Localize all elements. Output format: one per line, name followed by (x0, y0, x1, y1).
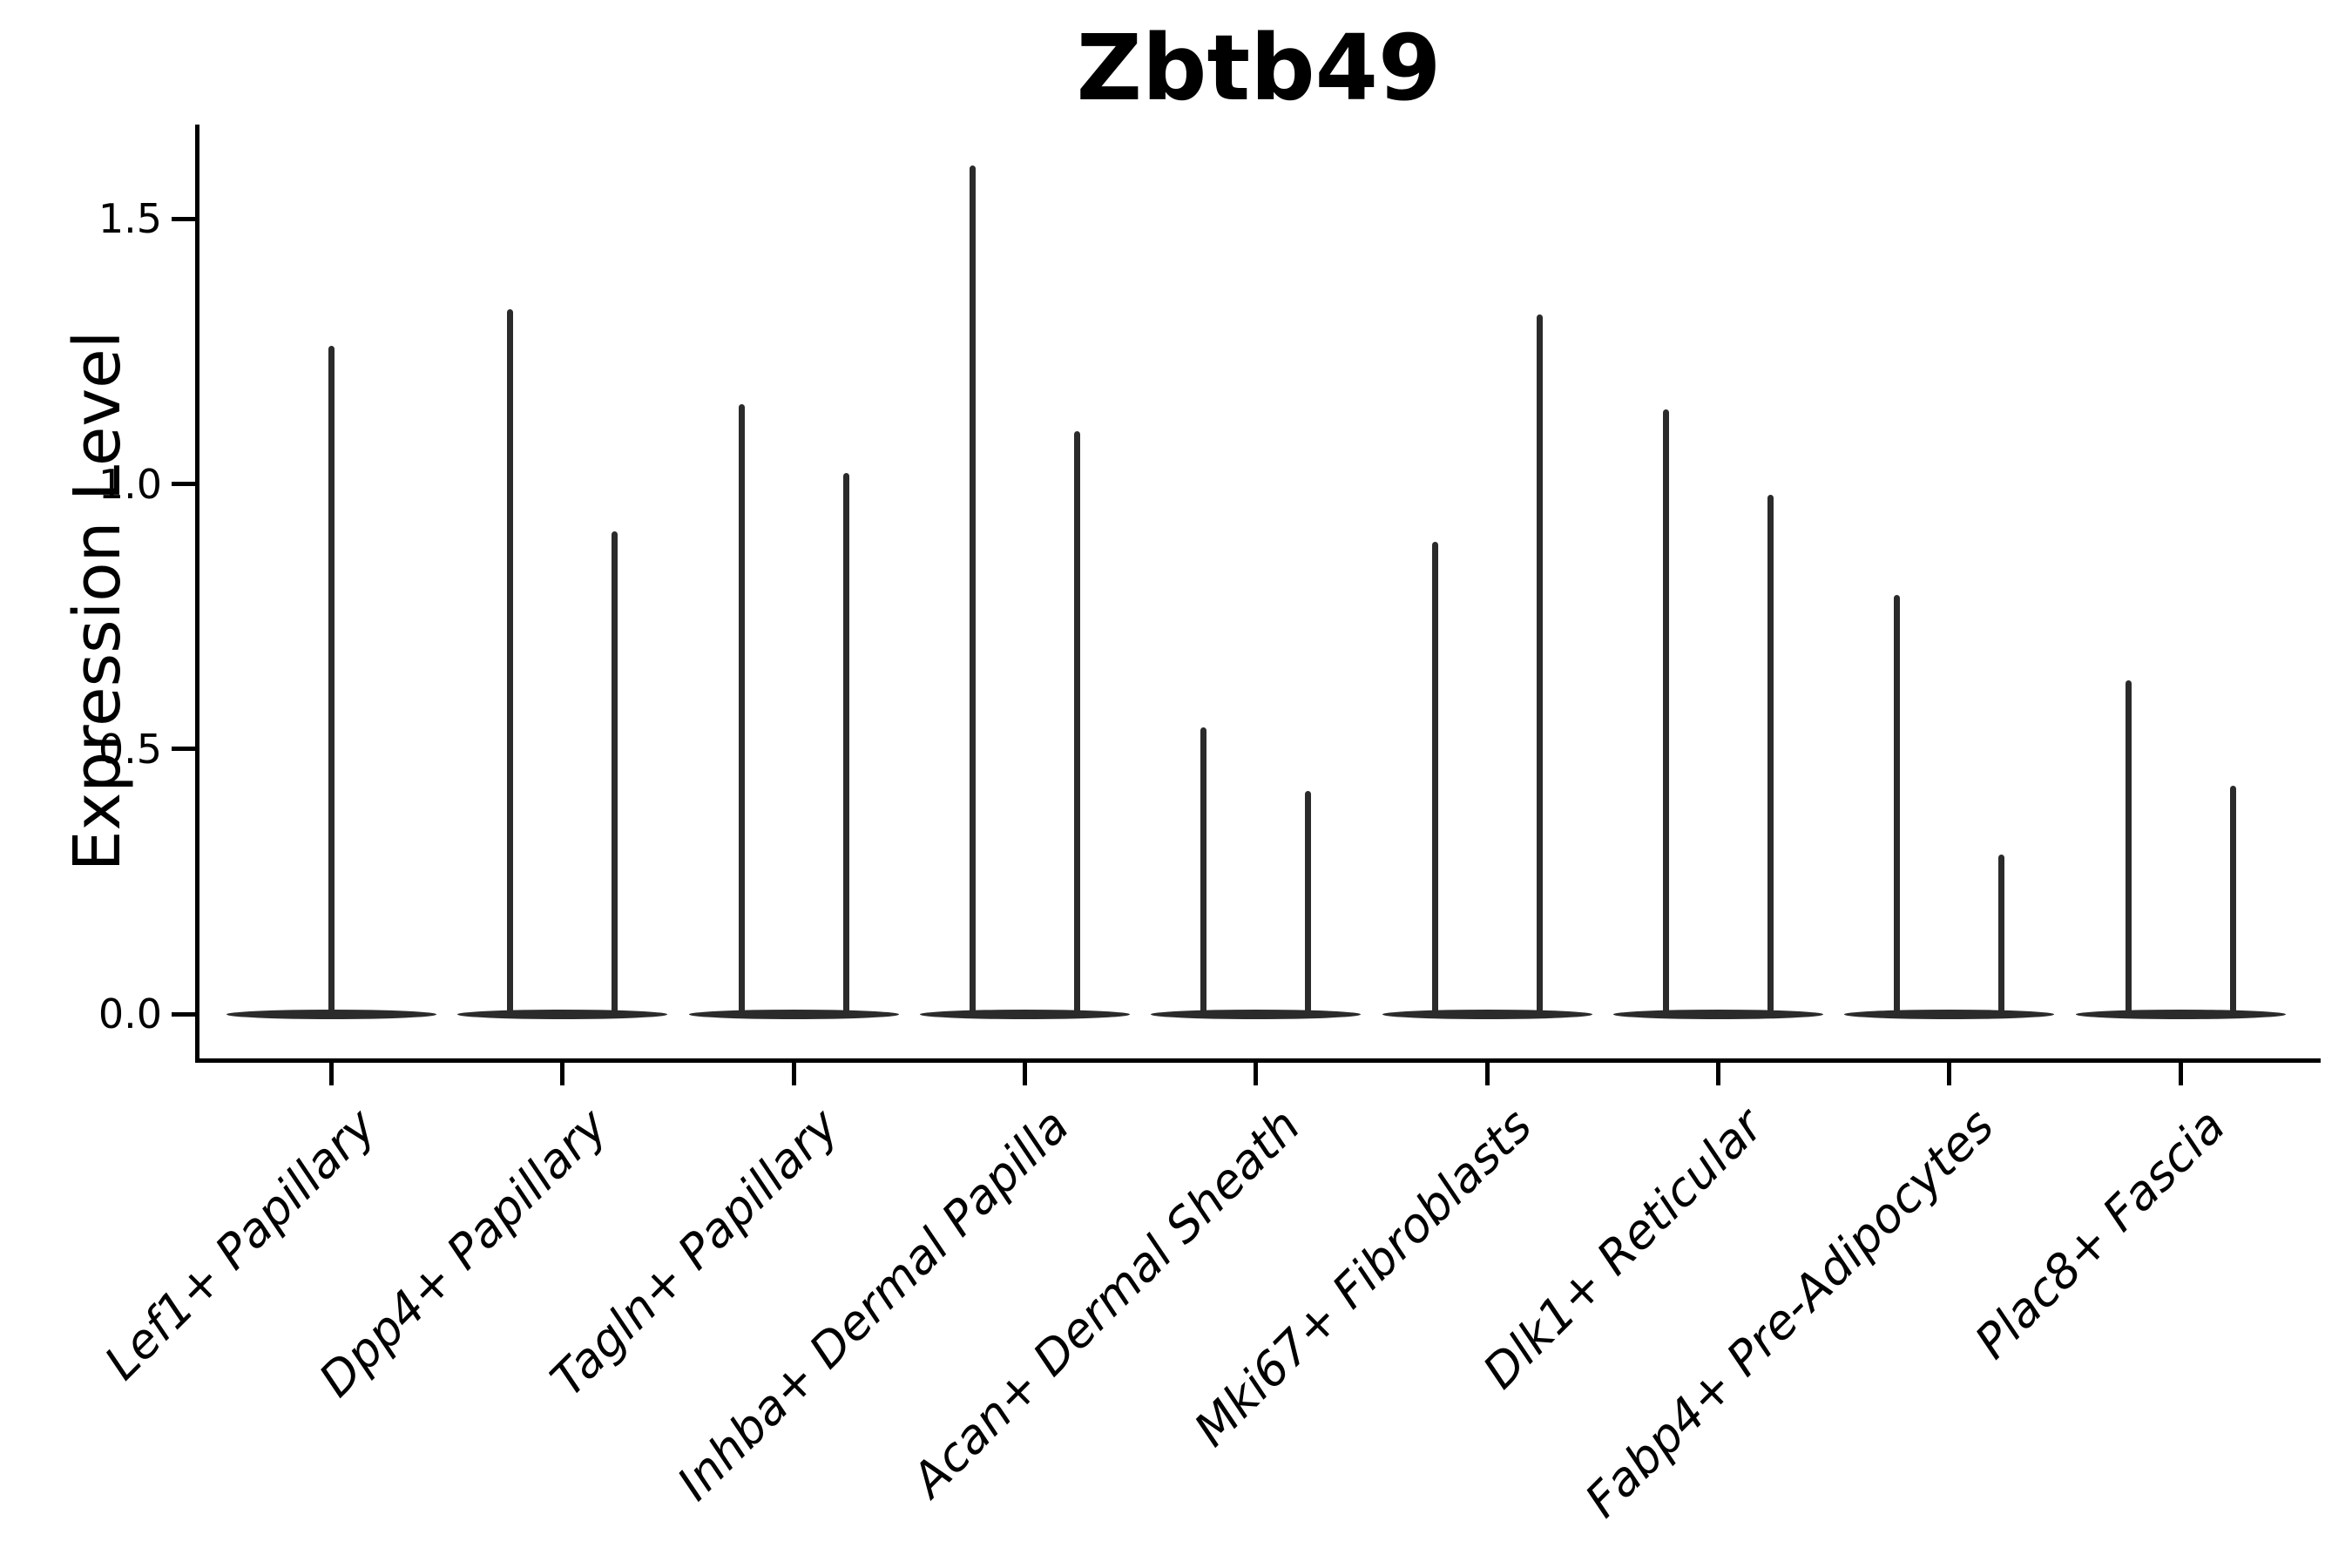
violin-max-spike (1894, 595, 1901, 1017)
x-axis-line (195, 1058, 2321, 1063)
violin-baseline (1382, 1009, 1592, 1019)
y-tick-label: 1.0 (98, 460, 162, 508)
violin-baseline (1613, 1009, 1823, 1019)
y-tick-mark (172, 747, 196, 752)
violin-max-spike (1431, 542, 1438, 1017)
x-tick-mark (791, 1063, 796, 1085)
violin-max-spike (970, 166, 977, 1017)
x-tick-mark (329, 1063, 334, 1085)
violin-max-spike (1767, 494, 1774, 1017)
violin-max-spike (1536, 314, 1543, 1017)
chart-title: Zbtb49 (1076, 15, 1442, 121)
y-tick-label: 1.5 (98, 195, 162, 243)
y-tick-mark (172, 216, 196, 221)
violin-baseline (2075, 1009, 2286, 1019)
x-tick-mark (1022, 1063, 1027, 1085)
violin-baseline (920, 1009, 1130, 1019)
x-tick-label: Acan+ Dermal Sheath (902, 1098, 1311, 1508)
x-tick-label: Fabp4+ Pre-Adipocytes (1574, 1098, 2004, 1528)
violin-max-spike (842, 473, 849, 1017)
violin-max-spike (1998, 855, 2005, 1017)
violin-max-spike (328, 346, 335, 1017)
violin-max-spike (1305, 791, 1312, 1017)
y-tick-mark (172, 482, 196, 486)
y-tick-label: 0.0 (98, 990, 162, 1037)
violin-baseline (688, 1009, 899, 1019)
x-tick-mark (1947, 1063, 1952, 1085)
x-tick-label: Plac8+ Fascia (1964, 1098, 2236, 1369)
violin-max-spike (507, 308, 514, 1017)
x-tick-label: Inhba+ Dermal Papilla (666, 1098, 1080, 1511)
violin-max-spike (612, 531, 618, 1017)
x-tick-mark (2178, 1063, 2183, 1085)
violin-max-spike (1073, 430, 1080, 1017)
violin-max-spike (1663, 409, 1669, 1017)
y-axis-label: Expression Level (60, 330, 135, 872)
violin-max-spike (1200, 727, 1207, 1017)
violin-baseline (1844, 1009, 2055, 1019)
violin-max-spike (2125, 679, 2132, 1017)
y-tick-mark (172, 1011, 196, 1017)
violin-baseline (1151, 1009, 1362, 1019)
x-tick-mark (1254, 1063, 1259, 1085)
violin-max-spike (738, 404, 745, 1017)
y-tick-label: 0.5 (98, 725, 162, 773)
violin-max-spike (2229, 786, 2236, 1017)
violin-baseline (457, 1009, 668, 1019)
y-axis-line (195, 125, 199, 1063)
x-tick-mark (1715, 1063, 1720, 1085)
x-tick-mark (560, 1063, 565, 1085)
x-tick-mark (1484, 1063, 1490, 1085)
